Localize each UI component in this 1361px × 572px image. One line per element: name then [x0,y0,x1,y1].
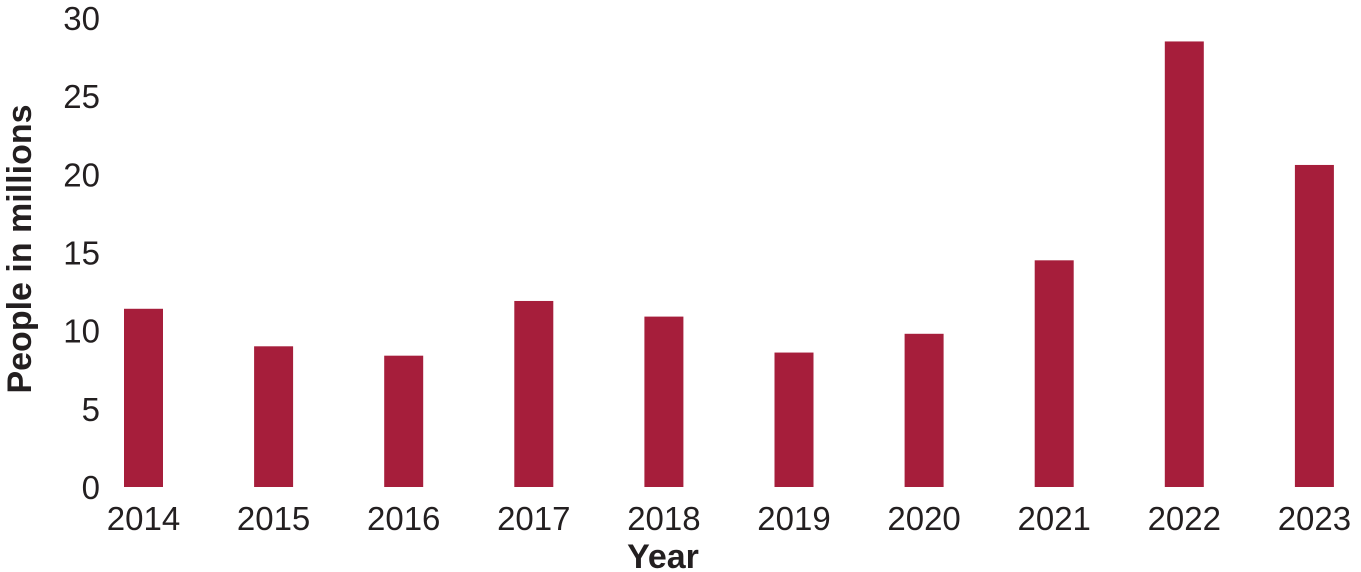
bar-2019 [774,352,814,487]
x-axis-title: Year [627,538,699,572]
bar-2021 [1034,260,1074,487]
y-tick-label: 25 [63,78,100,115]
y-tick-label: 10 [63,313,100,350]
y-tick-label: 20 [63,156,100,193]
x-tick-label: 2020 [887,500,960,537]
x-tick-label: 2016 [367,500,440,537]
bar-2022 [1164,41,1204,487]
bar-2017 [514,300,554,487]
bar-2015 [254,346,294,487]
y-tick-label: 30 [63,0,100,37]
y-tick-label: 15 [63,235,100,272]
x-tick-label: 2014 [107,500,180,537]
x-tick-label: 2019 [757,500,830,537]
x-tick-label: 2023 [1278,500,1351,537]
x-tick-label: 2018 [627,500,700,537]
bar-2020 [904,333,944,487]
bar-2023 [1294,164,1334,487]
y-axis-title: People in millions [1,104,39,393]
y-axis-tick-labels: 0 5 10 15 20 25 30 [63,0,100,506]
x-tick-label: 2022 [1148,500,1221,537]
y-tick-label: 0 [82,469,100,506]
bar-2018 [644,316,684,487]
x-tick-label: 2021 [1017,500,1090,537]
bar-2016 [384,355,424,487]
y-tick-label: 5 [82,391,100,428]
x-tick-label: 2015 [237,500,310,537]
x-axis-tick-labels: 2014 2015 2016 2017 2018 2019 2020 2021 2022 2023 [107,500,1351,537]
bar-2014 [124,308,163,487]
bars [124,41,1334,487]
x-tick-label: 2017 [497,500,570,537]
